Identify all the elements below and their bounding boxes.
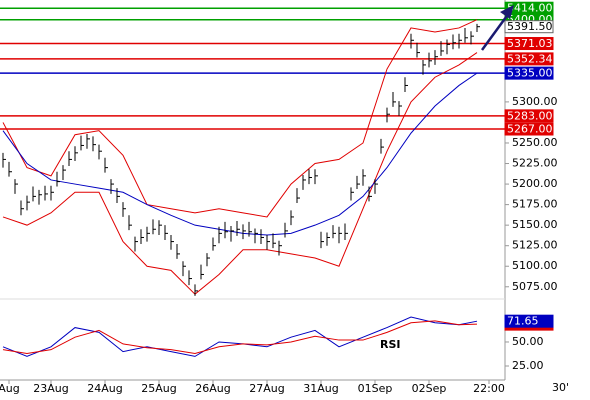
- rsi-y-tick-label: 25.00: [512, 359, 544, 372]
- y-tick-label: 5175.00: [512, 198, 558, 211]
- y-tick-label: 5225.00: [512, 157, 558, 170]
- price-level-box: 5414.00: [504, 2, 554, 15]
- y-tick-label: 5200.00: [512, 177, 558, 190]
- rsi-last-label: 71.65: [507, 315, 539, 328]
- x-tick-label: 01Sep: [358, 382, 393, 395]
- x-tick-label: 31Aug: [303, 382, 338, 395]
- x-tick-label: Aug: [0, 382, 20, 395]
- y-tick-label: 5250.00: [512, 136, 558, 149]
- x-tick-label: 27Aug: [249, 382, 284, 395]
- last-price-box-bg: [504, 20, 554, 34]
- x-tick-label: 23Aug: [33, 382, 68, 395]
- rsi-title: RSI: [380, 338, 401, 351]
- x-tick-label: 25Aug: [141, 382, 176, 395]
- y-tick-label: 5100.00: [512, 259, 558, 272]
- trend-arrow-head: [500, 5, 514, 19]
- price-level-box: 5283.00: [504, 109, 554, 123]
- indicator-line: [2, 19, 478, 218]
- price-level-box: 5335.00: [504, 66, 554, 80]
- rsi-y-tick-label: 50.00: [512, 335, 544, 348]
- y-tick-label: 5075.00: [512, 280, 558, 293]
- price-level-label: 5283.00: [507, 109, 553, 122]
- price-level-box-bg: [504, 37, 554, 51]
- price-level-label: 5414.00: [507, 2, 553, 15]
- price-level-label: 5371.03: [507, 37, 553, 50]
- price-level-box-bg: [504, 52, 554, 66]
- price-level-box: 5371.03: [504, 37, 554, 51]
- price-level-box: 5352.34: [504, 52, 554, 66]
- price-level-label: 5352.34: [507, 52, 553, 65]
- trend-arrow: [480, 12, 511, 51]
- rsi-last-box: 71.65: [504, 314, 554, 328]
- x-tick-label: 02Sep: [412, 382, 447, 395]
- indicator-line: [2, 52, 478, 295]
- price-level-box: 5267.00: [504, 122, 554, 136]
- price-level-label: 5267.00: [507, 123, 553, 136]
- y-tick-label: 5125.00: [512, 239, 558, 252]
- x-tick-label: 26Aug: [195, 382, 230, 395]
- rsi-last-box-bg: [504, 314, 554, 328]
- y-tick-label: 5150.00: [512, 218, 558, 231]
- x-tick-label: 24Aug: [87, 382, 122, 395]
- price-level-box-bg: [504, 109, 554, 123]
- price-level-box-bg: [504, 66, 554, 80]
- x-tick-label: 22:00: [473, 382, 505, 395]
- rsi-line: [2, 320, 478, 355]
- price-level-box-bg: [504, 122, 554, 136]
- price-level-label: 5335.00: [507, 67, 553, 80]
- y-tick-label: 5300.00: [512, 95, 558, 108]
- last-price-box: 5391.50: [504, 20, 554, 34]
- timeframe: 30': [552, 381, 569, 394]
- last-price-label: 5391.50: [507, 20, 553, 33]
